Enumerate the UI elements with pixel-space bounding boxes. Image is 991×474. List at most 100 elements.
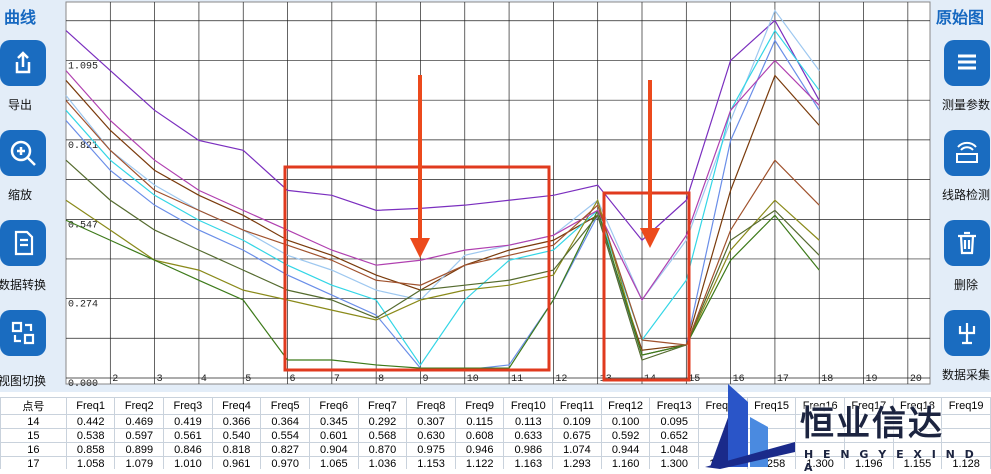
y-tick-label: 0.821	[68, 141, 98, 152]
arrow	[640, 80, 660, 248]
collect-button[interactable]	[944, 310, 990, 356]
table-cell: 1.293	[552, 456, 602, 469]
x-tick-label: 8	[378, 374, 384, 385]
right-panel: 原始图 测量参数 线路检测 删除 数据采集	[932, 0, 991, 392]
button-label: 缩放	[8, 188, 33, 202]
table-row: 17 1.058 1.079 1.010 0.961 0.970 1.065 1.036 1.1…	[0, 456, 991, 469]
table-cell: 1.036	[357, 456, 408, 469]
table-cell: 0.961	[211, 456, 262, 469]
table-cell: 1.048	[649, 442, 700, 457]
button-label: 测量参数	[942, 98, 991, 112]
table-cell: 0.109	[552, 414, 602, 429]
highlight-box	[283, 165, 551, 372]
table-cell: 1.074	[552, 442, 602, 457]
x-tick-label: 2	[112, 374, 118, 385]
header-cell: Freq10	[503, 397, 554, 415]
table-cell: 1.010	[163, 456, 213, 469]
table-cell: 0.366	[211, 414, 262, 429]
series-line	[65, 100, 820, 346]
header-cell: 点号	[0, 397, 67, 415]
header-cell: Freq5	[260, 397, 310, 415]
logo-pinyin: H E N G Y E X I N D A	[804, 448, 977, 474]
icon	[14, 230, 34, 256]
table-cell: 0.970	[260, 456, 310, 469]
series-line	[65, 9, 820, 302]
x-tick-label: 11	[511, 374, 523, 385]
table-cell: 0.554	[260, 428, 310, 443]
line-check-button[interactable]	[944, 130, 990, 176]
view-button[interactable]	[0, 310, 46, 356]
table-cell: 0.946	[454, 442, 505, 457]
table-cell: 1.058	[65, 456, 116, 469]
table-cell: 0.592	[600, 428, 651, 443]
header-cell: Freq6	[308, 397, 359, 415]
table-cell: 0.601	[308, 428, 359, 443]
x-tick-label: 9	[422, 374, 428, 385]
table-cell: 0.597	[114, 428, 165, 443]
x-tick-label: 20	[910, 374, 922, 385]
y-tick-label: 1.095	[68, 61, 98, 72]
table-cell: 1.128	[941, 456, 991, 469]
delete-button[interactable]	[944, 220, 990, 266]
x-tick-label: 5	[245, 374, 251, 385]
header-cell: Freq1	[65, 397, 116, 415]
table-cell: 0.818	[211, 442, 262, 457]
export-button[interactable]	[0, 40, 46, 86]
table-cell: 0.292	[357, 414, 408, 429]
highlight-box	[602, 191, 691, 382]
table-cell: 16	[0, 442, 67, 457]
table-cell: 0.827	[260, 442, 310, 457]
button-label: 数据转换	[0, 278, 47, 292]
button-label: 视图切换	[0, 374, 47, 388]
table-cell: 0.899	[114, 442, 165, 457]
x-tick-label: 19	[866, 374, 878, 385]
series-line	[65, 208, 820, 369]
table-cell: 1.065	[308, 456, 359, 469]
table-cell: 0.115	[454, 414, 505, 429]
table-cell: 0.540	[211, 428, 262, 443]
header-cell: Freq13	[649, 397, 700, 415]
button-label: 导出	[8, 98, 33, 112]
x-tick-label: 12	[555, 374, 567, 385]
table-cell: 0.307	[406, 414, 456, 429]
header-cell: Freq12	[600, 397, 651, 415]
header-cell: Freq11	[552, 397, 602, 415]
header-cell: Freq2	[114, 397, 165, 415]
table-cell: 0.469	[114, 414, 165, 429]
x-tick-label: 17	[777, 374, 789, 385]
table-cell: 0.858	[65, 442, 116, 457]
table-cell: 1.163	[503, 456, 554, 469]
icon	[958, 54, 976, 70]
icon	[956, 141, 978, 163]
logo-icon	[705, 384, 795, 469]
header-cell: Freq19	[941, 397, 991, 415]
annotations	[283, 165, 691, 382]
icon	[958, 231, 976, 255]
series-line	[65, 29, 820, 367]
series-line	[65, 198, 820, 356]
x-tick-label: 4	[201, 374, 207, 385]
x-tick-label: 18	[821, 374, 833, 385]
table-cell: 0.095	[649, 414, 700, 429]
header-cell: Freq16	[795, 397, 845, 415]
table-cell: 0.442	[65, 414, 116, 429]
table-cell: 0.630	[406, 428, 456, 443]
header-cell: Freq3	[163, 397, 213, 415]
table-cell: 0.608	[454, 428, 505, 443]
panel-title: 原始图	[936, 8, 985, 27]
convert-button[interactable]	[0, 220, 46, 266]
params-button[interactable]	[944, 40, 990, 86]
table-cell: 0.100	[600, 414, 651, 429]
table-cell: 0.675	[552, 428, 602, 443]
left-panel: 曲线 导出 缩放 数据转换 视图切换	[0, 0, 62, 392]
zoom-button[interactable]	[0, 130, 46, 176]
header-cell: Freq7	[357, 397, 408, 415]
x-tick-label: 7	[334, 374, 340, 385]
x-tick-label: 3	[157, 374, 163, 385]
arrows	[410, 75, 660, 258]
table-cell: 0.975	[406, 442, 456, 457]
button-label: 数据采集	[942, 368, 991, 382]
table-cell: 0.364	[260, 414, 310, 429]
series-line	[65, 19, 820, 242]
